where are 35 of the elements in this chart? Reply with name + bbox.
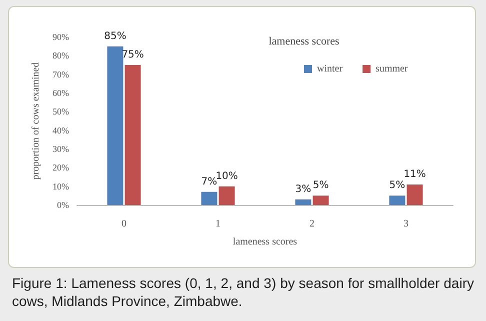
bar [218,186,235,205]
data-label: 11% [404,168,426,180]
caption: Figure 1: Lameness scores (0, 1, 2, and 3) by season for smallholder dairy cows, Midlands Province, Zimbabwe. [11,274,475,310]
x-tick-label: 3 [404,218,408,230]
y-tick-label: 30% [52,144,70,154]
bar [201,192,218,205]
bar [295,199,312,205]
data-label: 3% [295,184,312,195]
data-label: 7% [201,176,218,188]
data-label: 85% [104,30,126,42]
x-axis-title: lameness scores [232,236,298,248]
y-tick-label: 10% [52,181,70,192]
chart-title: lameness scores [268,36,340,48]
x-tick-label: 2 [310,218,314,230]
x-tick-label: 0 [122,218,126,230]
y-tick-label: 80% [52,50,70,61]
y-tick-label: 70% [52,69,70,80]
legend-label: winter [317,64,344,74]
y-tick-label: 60% [52,88,70,98]
bar [124,65,141,205]
bar [107,46,124,205]
y-axis-title: proportion of cows examined [30,62,42,180]
x-tick-label: 1 [216,218,220,230]
y-tick-label: 0% [57,200,70,210]
bar [406,184,423,205]
bar [312,196,329,205]
bar [389,196,406,205]
data-label: 5% [312,180,329,192]
y-tick-label: 40% [52,125,70,136]
y-tick-label: 50% [52,106,70,117]
data-label: 5% [389,180,406,192]
data-label: 10% [216,170,238,182]
y-tick-label: 90% [52,32,70,42]
legend-label: summer [376,64,408,74]
y-tick-label: 20% [52,162,70,173]
